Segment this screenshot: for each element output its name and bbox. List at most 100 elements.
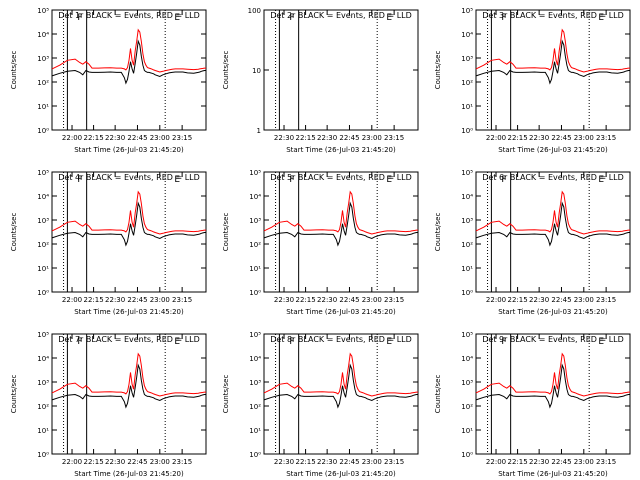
- x-tick-label: 22:30: [529, 296, 549, 304]
- x-tick-label: 22:30: [529, 458, 549, 466]
- detector-chart-2: Det 2r BLACK = Events, RED = LLD Counts/s…: [222, 7, 419, 154]
- x-tick-label: 22:15: [507, 134, 527, 142]
- y-tick-label: 10: [252, 67, 261, 75]
- y-tick-label: 10¹: [249, 427, 261, 435]
- marker-label-f: F: [289, 337, 294, 347]
- x-tick-label: 23:00: [362, 296, 382, 304]
- y-axis-label: Counts/sec: [222, 51, 230, 90]
- x-tick-label: 22:15: [507, 458, 527, 466]
- y-tick-label: 10³: [461, 55, 473, 63]
- x-tick-label: 23:00: [150, 458, 170, 466]
- y-tick-label: 10³: [249, 379, 261, 387]
- x-tick-label: 22:45: [127, 296, 147, 304]
- x-tick-label: 22:15: [83, 458, 103, 466]
- marker-label-f: F: [77, 13, 82, 23]
- x-tick-label: 22:45: [127, 458, 147, 466]
- x-tick-label: 22:45: [339, 134, 359, 142]
- chart-title: Det 2r BLACK = Events, RED = LLD: [270, 11, 412, 20]
- y-tick-label: 10⁴: [249, 193, 261, 201]
- y-tick-label: 10⁵: [37, 331, 49, 339]
- x-tick-label: 22:15: [83, 134, 103, 142]
- events-series-line: [475, 39, 630, 85]
- y-tick-label: 10⁴: [461, 355, 473, 363]
- lld-series-line: [263, 190, 418, 235]
- y-tick-label: 10⁵: [249, 331, 261, 339]
- x-axis-label: Start Time (26-Jul-03 21:45:20): [286, 146, 396, 154]
- detector-chart-4: Det 4r BLACK = Events, RED = LLD Counts/s…: [10, 169, 207, 316]
- y-axis-label: Counts/sec: [434, 375, 442, 414]
- y-tick-label: 10⁰: [249, 289, 261, 297]
- y-tick-label: 10²: [461, 241, 473, 249]
- y-tick-label: 10²: [37, 403, 49, 411]
- detector-chart-5: Det 5r BLACK = Events, RED = LLD Counts/s…: [222, 169, 419, 316]
- x-tick-label: 22:45: [339, 458, 359, 466]
- marker-label-e: E: [386, 175, 392, 185]
- x-tick-label: 22:30: [274, 458, 294, 466]
- y-tick-label: 10³: [37, 379, 49, 387]
- y-tick-label: 10²: [249, 241, 261, 249]
- x-tick-label: 22:45: [339, 296, 359, 304]
- marker-label-e: E: [174, 175, 180, 185]
- marker-label-f: F: [289, 175, 294, 185]
- x-axis-label: Start Time (26-Jul-03 21:45:20): [498, 146, 608, 154]
- detector-chart-3: Det 3r BLACK = Events, RED = LLD Counts/s…: [434, 7, 631, 154]
- x-tick-label: 23:15: [596, 134, 616, 142]
- x-tick-label: 22:30: [317, 296, 337, 304]
- marker-label-e: E: [386, 13, 392, 23]
- x-axis-label: Start Time (26-Jul-03 21:45:20): [498, 308, 608, 316]
- x-axis-label: Start Time (26-Jul-03 21:45:20): [498, 470, 608, 478]
- marker-label-e: E: [174, 337, 180, 347]
- y-tick-label: 10⁰: [37, 451, 49, 459]
- y-tick-label: 10⁴: [249, 355, 261, 363]
- marker-label-e: E: [598, 175, 604, 185]
- marker-label-f: F: [501, 175, 506, 185]
- x-tick-label: 22:15: [295, 134, 315, 142]
- y-axis-label: Counts/sec: [222, 375, 230, 414]
- x-tick-label: 23:00: [574, 458, 594, 466]
- marker-label-f: F: [501, 337, 506, 347]
- x-tick-label: 22:00: [486, 134, 506, 142]
- y-tick-label: 10¹: [461, 427, 473, 435]
- y-tick-label: 10⁵: [37, 7, 49, 15]
- y-tick-label: 10⁴: [37, 355, 49, 363]
- y-tick-label: 10³: [249, 217, 261, 225]
- y-tick-label: 10¹: [37, 103, 49, 111]
- y-tick-label: 10⁰: [249, 451, 261, 459]
- x-tick-label: 22:45: [127, 134, 147, 142]
- marker-label-e: E: [174, 13, 180, 23]
- y-axis-label: Counts/sec: [434, 51, 442, 90]
- x-tick-label: 23:15: [596, 296, 616, 304]
- events-series-line: [263, 201, 418, 247]
- marker-label-f: F: [77, 175, 82, 185]
- y-tick-label: 10⁵: [461, 169, 473, 177]
- chart-title: Det 3r BLACK = Events, RED = LLD: [482, 11, 624, 20]
- x-tick-label: 23:00: [362, 134, 382, 142]
- x-tick-label: 22:30: [274, 296, 294, 304]
- x-axis-label: Start Time (26-Jul-03 21:45:20): [286, 308, 396, 316]
- lld-series-line: [475, 28, 630, 73]
- y-tick-label: 10⁰: [461, 289, 473, 297]
- y-tick-label: 10⁰: [37, 289, 49, 297]
- x-tick-label: 23:15: [384, 134, 404, 142]
- chart-title: Det 5r BLACK = Events, RED = LLD: [270, 173, 412, 182]
- x-tick-label: 22:00: [486, 296, 506, 304]
- y-tick-label: 1: [257, 127, 261, 135]
- x-tick-label: 22:15: [83, 296, 103, 304]
- x-tick-label: 23:15: [172, 296, 192, 304]
- y-axis-label: Counts/sec: [222, 213, 230, 252]
- y-tick-label: 10¹: [37, 265, 49, 273]
- y-tick-label: 10³: [37, 217, 49, 225]
- x-tick-label: 23:00: [150, 134, 170, 142]
- detector-chart-6: Det 6r BLACK = Events, RED = LLD Counts/s…: [434, 169, 631, 316]
- y-tick-label: 10⁴: [37, 31, 49, 39]
- x-tick-label: 22:45: [551, 134, 571, 142]
- events-series-line: [475, 363, 630, 409]
- y-tick-label: 10¹: [249, 265, 261, 273]
- detector-chart-8: Det 8r BLACK = Events, RED = LLD Counts/s…: [222, 331, 419, 478]
- x-tick-label: 23:15: [172, 134, 192, 142]
- y-tick-label: 10³: [37, 55, 49, 63]
- x-tick-label: 22:45: [551, 458, 571, 466]
- x-axis-label: Start Time (26-Jul-03 21:45:20): [74, 470, 184, 478]
- events-series-line: [51, 39, 206, 85]
